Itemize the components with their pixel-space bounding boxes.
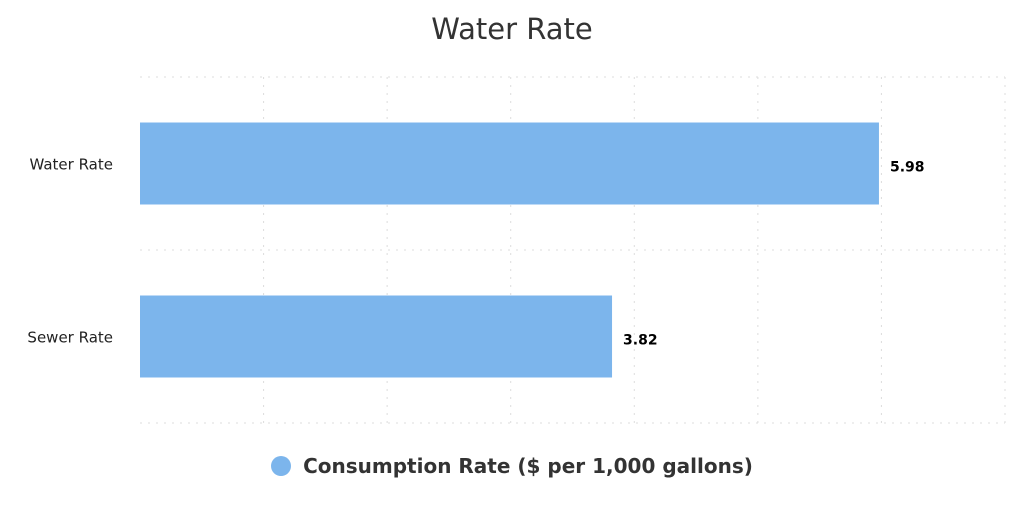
data-label: 5.98: [890, 160, 925, 176]
legend[interactable]: Consumption Rate ($ per 1,000 gallons): [0, 454, 1024, 478]
data-label: 3.82: [623, 333, 658, 349]
legend-marker: [271, 456, 292, 476]
bar: [140, 122, 879, 205]
chart-title: Water Rate: [431, 12, 593, 46]
legend-label: Consumption Rate ($ per 1,000 gallons): [303, 454, 753, 478]
category-label: Sewer Rate: [27, 329, 113, 347]
category-label: Water Rate: [29, 156, 113, 174]
bar: [140, 295, 613, 378]
